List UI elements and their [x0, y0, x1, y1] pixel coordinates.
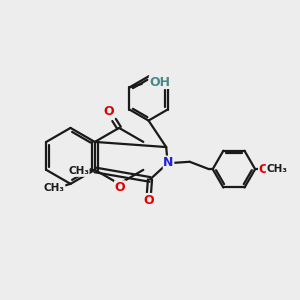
Text: O: O	[103, 105, 114, 118]
Text: OH: OH	[149, 76, 170, 88]
Text: O: O	[259, 163, 269, 176]
Text: O: O	[143, 194, 154, 207]
Text: CH₃: CH₃	[44, 183, 65, 193]
Text: CH₃: CH₃	[68, 166, 89, 176]
Text: CH₃: CH₃	[266, 164, 287, 174]
Text: O: O	[115, 181, 125, 194]
Text: N: N	[164, 156, 174, 169]
